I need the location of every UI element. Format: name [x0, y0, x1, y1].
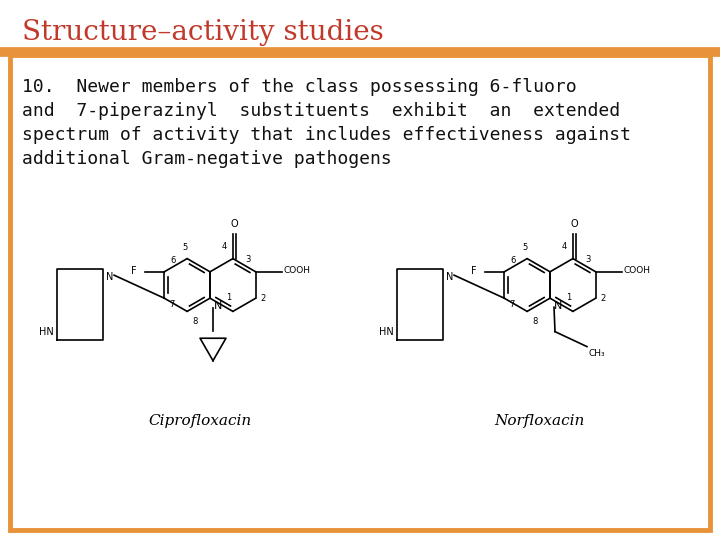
Text: N: N — [106, 272, 113, 282]
Text: 4: 4 — [222, 241, 227, 251]
Text: 6: 6 — [510, 256, 516, 265]
Text: 7: 7 — [509, 300, 515, 309]
Text: 3: 3 — [246, 255, 251, 264]
Text: 7: 7 — [169, 300, 175, 309]
Text: 5: 5 — [182, 242, 188, 252]
Text: F: F — [472, 266, 477, 276]
Text: spectrum of activity that includes effectiveness against: spectrum of activity that includes effec… — [22, 126, 631, 144]
Text: CH₃: CH₃ — [589, 349, 606, 357]
Text: Structure–activity studies: Structure–activity studies — [22, 19, 384, 46]
Text: 8: 8 — [192, 318, 197, 326]
Text: COOH: COOH — [623, 266, 650, 275]
Text: and  7-piperazinyl  substituents  exhibit  an  extended: and 7-piperazinyl substituents exhibit a… — [22, 102, 620, 120]
Text: N: N — [446, 272, 453, 282]
Text: 2: 2 — [600, 294, 606, 303]
Text: Ciprofloxacin: Ciprofloxacin — [148, 414, 251, 428]
Text: 5: 5 — [523, 242, 528, 252]
Text: 6: 6 — [170, 256, 176, 265]
Text: 4: 4 — [562, 241, 567, 251]
Text: HN: HN — [379, 327, 394, 336]
Text: N: N — [214, 301, 222, 311]
Text: F: F — [131, 266, 137, 276]
Text: HN: HN — [39, 327, 54, 336]
Text: COOH: COOH — [283, 266, 310, 275]
Text: additional Gram-negative pathogens: additional Gram-negative pathogens — [22, 150, 392, 168]
Text: 8: 8 — [532, 318, 538, 326]
Text: Norfloxacin: Norfloxacin — [495, 414, 585, 428]
Text: 2: 2 — [261, 294, 266, 303]
Text: 10.  Newer members of the class possessing 6-fluoro: 10. Newer members of the class possessin… — [22, 78, 577, 96]
Text: O: O — [570, 219, 578, 229]
Text: 3: 3 — [585, 255, 590, 264]
Text: 1: 1 — [566, 293, 571, 302]
Text: N: N — [554, 301, 562, 311]
Text: 1: 1 — [226, 293, 231, 302]
Text: O: O — [230, 219, 238, 229]
FancyBboxPatch shape — [10, 55, 710, 530]
